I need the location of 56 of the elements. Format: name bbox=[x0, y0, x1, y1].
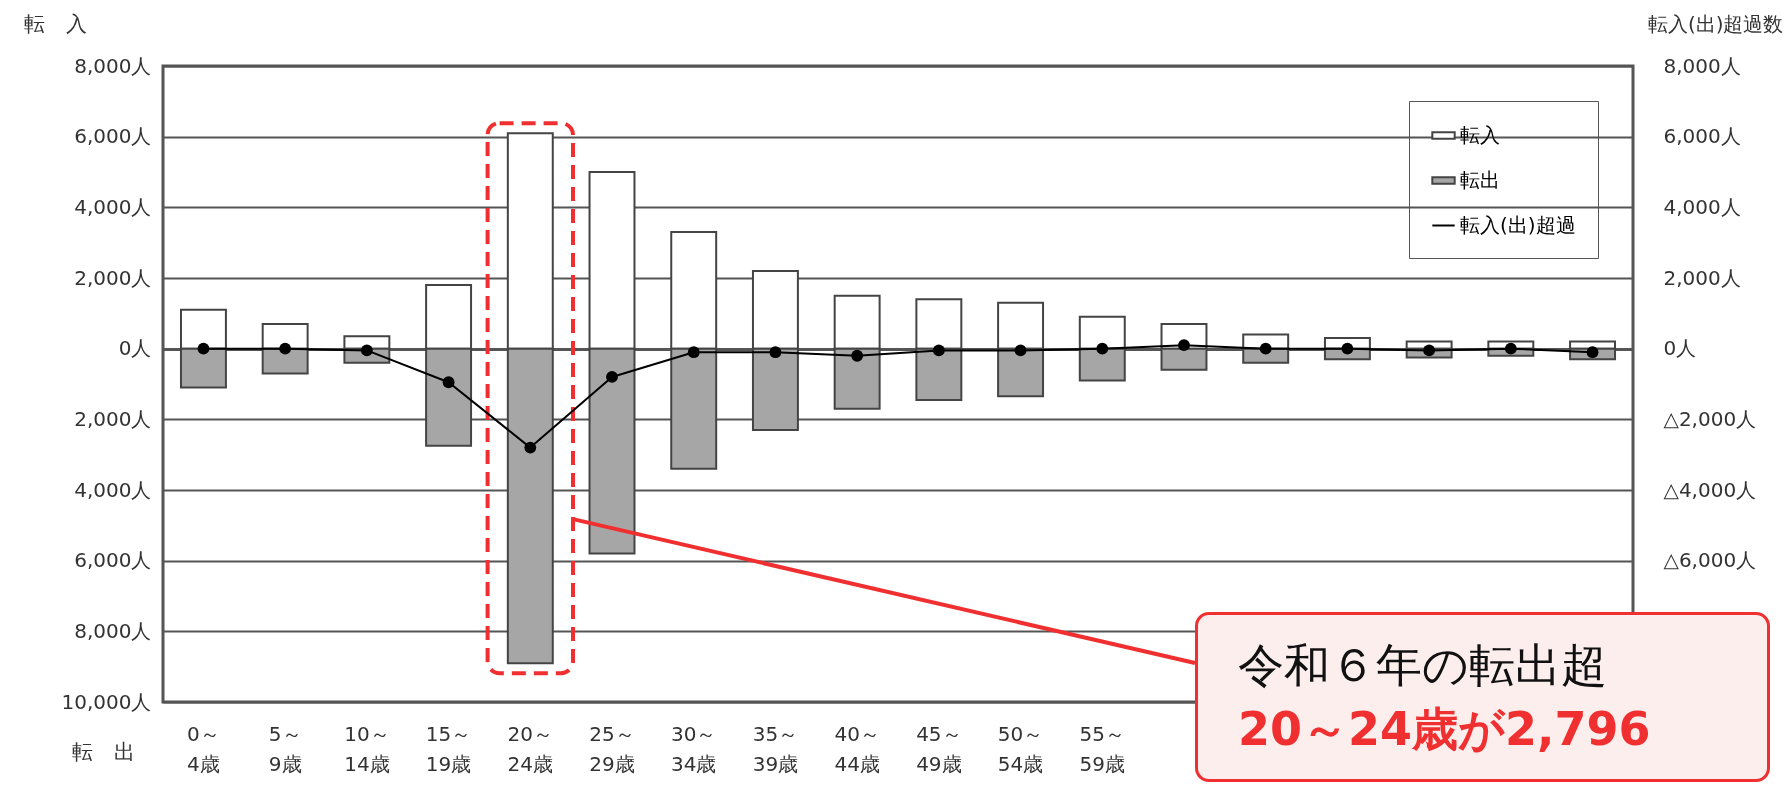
y-tick-label: 6,000人 bbox=[74, 124, 152, 149]
point bbox=[687, 346, 700, 359]
y-tick-label: 4,000人 bbox=[74, 477, 152, 502]
y2-tick-label: 8,000人 bbox=[1663, 53, 1741, 78]
y-tick-label: 10,000人 bbox=[61, 689, 152, 714]
y-tick-label: 2,000人 bbox=[74, 265, 152, 290]
bar bbox=[1078, 347, 1126, 382]
legend-label: 転入(出)超過 bbox=[1460, 212, 1576, 237]
y2-tick-label: 2,000人 bbox=[1663, 265, 1741, 290]
x-tick-label: 15～19歳 bbox=[425, 721, 472, 776]
y2-tick-label: 6,000人 bbox=[1663, 124, 1741, 149]
point bbox=[1096, 342, 1109, 355]
point bbox=[197, 342, 210, 355]
point bbox=[606, 371, 618, 383]
x-tick-label: 45～49歳 bbox=[916, 721, 962, 776]
callout-box: 令和６年の転出超 20～24歳が2,796 bbox=[1195, 612, 1770, 782]
point bbox=[279, 342, 292, 355]
point bbox=[1014, 344, 1027, 357]
x-tick-label: 35～39歳 bbox=[752, 721, 799, 776]
y-tick-label: 4,000人 bbox=[74, 194, 152, 219]
annotation: 令和６年の転出超 bbox=[1238, 637, 1608, 694]
x-tick-label: 20～24歳 bbox=[507, 721, 554, 776]
y-axis-title: 転 入 bbox=[23, 11, 87, 36]
x-tick-label: 50～54歳 bbox=[997, 721, 1044, 776]
x-tick-label: 0～4歳 bbox=[187, 721, 220, 776]
x-tick-label: 25～29歳 bbox=[589, 721, 635, 776]
y2-tick-label: 0人 bbox=[1663, 336, 1697, 361]
y-tick-label: 8,000人 bbox=[74, 618, 152, 643]
y2-tick-label: △2,000人 bbox=[1663, 406, 1757, 431]
x-tick-label: 40～44歳 bbox=[834, 721, 880, 776]
y2-tick-label: △6,000人 bbox=[1663, 548, 1757, 573]
y-tick-label: 8,000人 bbox=[74, 53, 152, 78]
point bbox=[442, 376, 455, 389]
bar bbox=[261, 322, 309, 350]
point bbox=[932, 344, 945, 357]
point bbox=[1504, 342, 1517, 355]
point bbox=[1259, 342, 1272, 355]
x-tick-label: 55～59歳 bbox=[1079, 721, 1126, 776]
x-tick-label: 30～34歳 bbox=[670, 721, 717, 776]
bar bbox=[1078, 315, 1126, 350]
annotation: 20～24歳が2,796 bbox=[1238, 701, 1652, 758]
text: 転 出 bbox=[72, 739, 135, 766]
y-tick-label: 2,000人 bbox=[74, 406, 152, 431]
point bbox=[769, 346, 782, 359]
point bbox=[1423, 344, 1436, 357]
legend-label: 転出 bbox=[1460, 167, 1500, 192]
point bbox=[1178, 339, 1190, 352]
y-tick-label: 6,000人 bbox=[74, 548, 152, 573]
y2-tick-label: △4,000人 bbox=[1663, 477, 1757, 502]
y2-axis-title: 転入(出)超過数 bbox=[1647, 11, 1784, 36]
x-tick-label: 10～14歳 bbox=[344, 721, 390, 776]
point bbox=[851, 349, 864, 362]
y2-tick-label: 4,000人 bbox=[1663, 194, 1741, 219]
x-tick-label: 5～9歳 bbox=[268, 721, 302, 776]
point bbox=[524, 441, 537, 454]
y-tick-label: 0人 bbox=[118, 336, 152, 361]
